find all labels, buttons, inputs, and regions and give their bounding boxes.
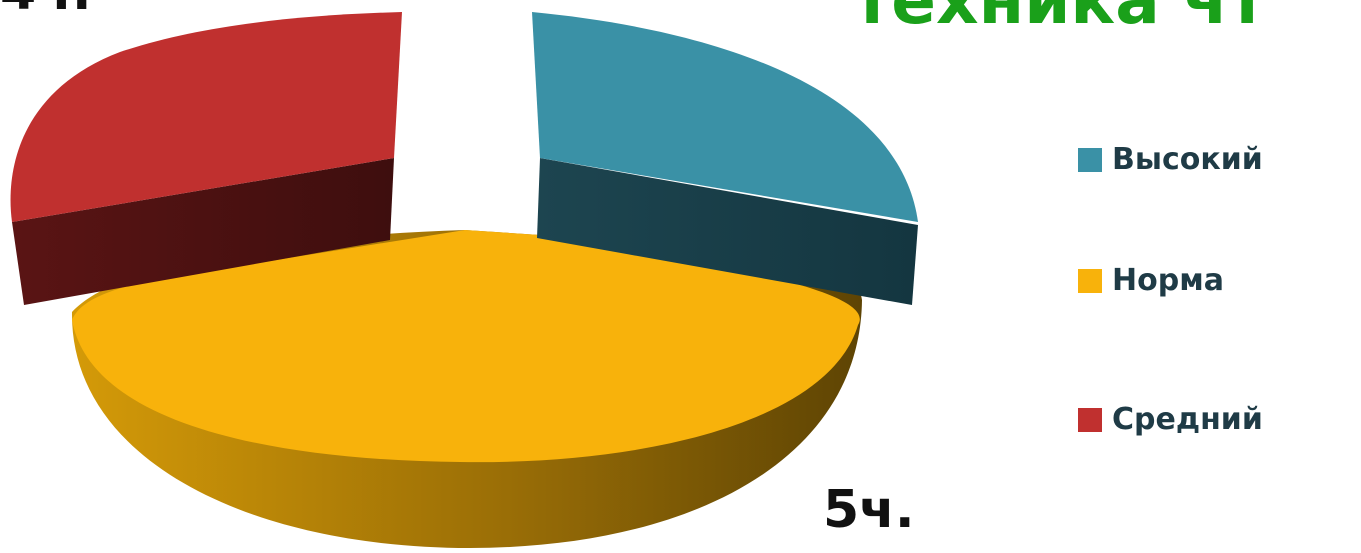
legend-item-vysokiy: Высокий — [1078, 142, 1263, 177]
legend-swatch-vysokiy — [1078, 147, 1102, 172]
slice-label-sredniy: 4ч. — [0, 0, 92, 22]
pie-slice-vysokiy — [532, 12, 918, 222]
legend-item-norma: Норма — [1078, 263, 1224, 298]
legend-label-norma: Норма — [1112, 263, 1224, 298]
pie-slice-side-sredniy — [12, 158, 394, 305]
legend-swatch-sredniy — [1078, 407, 1102, 432]
legend-label-vysokiy: Высокий — [1112, 142, 1263, 177]
legend-swatch-norma — [1078, 268, 1102, 293]
slice-label-norma: 5ч. — [823, 480, 915, 540]
pie-slice-side-vysokiy — [537, 158, 918, 305]
chart-title: техника чт — [853, 0, 1267, 39]
legend-item-sredniy: Средний — [1078, 402, 1263, 437]
pie-slice-norma — [72, 230, 860, 463]
legend-label-sredniy: Средний — [1112, 402, 1263, 437]
pie-slice-sredniy — [10, 12, 402, 222]
